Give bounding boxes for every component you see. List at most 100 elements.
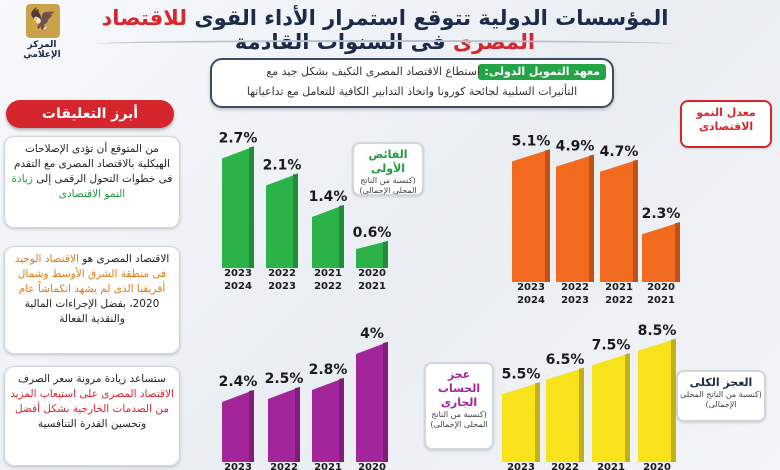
primary_surplus-category-label-1-0: 2021 bbox=[314, 268, 342, 279]
current_account-value-label-1: 2.8% bbox=[309, 362, 348, 378]
current_account-bar-shade-2 bbox=[295, 387, 300, 462]
card2-highlight: الاقتصاد الوحيد فى منطقة الشرق الأوسط وش… bbox=[14, 253, 167, 295]
primary_surplus-bar-shade-0 bbox=[383, 241, 388, 268]
current_account-bar-3 bbox=[222, 390, 254, 462]
primary_surplus-value-label-3: 2.7% bbox=[219, 131, 258, 147]
budget_deficit-category-label-3-0: 2023 bbox=[507, 462, 535, 470]
gdp_growth-bar-shade-1 bbox=[633, 159, 638, 282]
gdp_growth-category-label-0-1: 2021 bbox=[647, 295, 675, 306]
comment-card-3: ستساعد زيادة مرونة سعر الصرف الاقتصاد ال… bbox=[4, 366, 180, 466]
current_account-value-label-0: 4% bbox=[360, 326, 384, 342]
comment-card-2: الاقتصاد المصرى هو الاقتصاد الوحيد فى من… bbox=[4, 246, 180, 354]
gdp_growth-category-label-1-0: 2021 bbox=[605, 282, 633, 293]
primary_surplus-category-label-1-1: 2022 bbox=[314, 281, 342, 292]
card2-text2: 2020، بفضل الإجراءات المالية والنقدية ال… bbox=[24, 298, 160, 325]
gdp-growth-title: معدل النمو الاقتصادى bbox=[680, 100, 772, 148]
current_account-bar-0 bbox=[356, 342, 388, 462]
budget_deficit-value-label-2: 6.5% bbox=[546, 352, 585, 368]
primary_surplus-category-label-2-0: 2022 bbox=[268, 268, 296, 279]
primary_surplus-bar-3 bbox=[222, 146, 254, 268]
card1-text: من المتوقع أن تؤدى الإصلاحات الهيكلية با… bbox=[14, 143, 173, 185]
primary_surplus-category-label-0-0: 2020 bbox=[358, 268, 386, 279]
budget_deficit-category-label-2-0: 2022 bbox=[551, 462, 579, 470]
budget_deficit-category-label-1-0: 2021 bbox=[597, 462, 625, 470]
primary_surplus-category-label-3-0: 2023 bbox=[224, 268, 252, 279]
primary-surplus-title-text: الفائض الأولى bbox=[368, 148, 408, 175]
current_account-category-label-1-0: 2021 bbox=[314, 462, 342, 470]
current_account-category-label-3-0: 2023 bbox=[224, 462, 252, 470]
card3-text1: ستساعد زيادة مرونة سعر الصرف bbox=[18, 373, 166, 385]
gdp_growth-value-label-1: 4.7% bbox=[600, 144, 639, 160]
current_account-bar-1 bbox=[312, 378, 344, 462]
budget_deficit-bar-shade-2 bbox=[579, 367, 584, 462]
primary_surplus-bar-2 bbox=[266, 173, 298, 268]
budget_deficit-category-label-0-0: 2020 bbox=[643, 462, 671, 470]
eagle-icon: 🦅 bbox=[26, 4, 60, 38]
current_account-value-label-3: 2.4% bbox=[219, 374, 258, 390]
current_account-category-label-2-0: 2022 bbox=[270, 462, 298, 470]
gdp_growth-bar-1 bbox=[600, 159, 638, 282]
budget_deficit-bar-shade-1 bbox=[625, 353, 630, 462]
primary_surplus-bar-shade-1 bbox=[339, 205, 344, 268]
budget_deficit-bar-2 bbox=[546, 367, 584, 462]
current-account-title: عجز الحساب الجارى (كنسبة من الناتج المحل… bbox=[424, 362, 494, 450]
budget_deficit-bar-0 bbox=[638, 338, 676, 462]
gdp_growth-bar-shade-0 bbox=[675, 222, 680, 282]
current_account-bar-shade-1 bbox=[339, 378, 344, 462]
primary_surplus-bar-0 bbox=[356, 241, 388, 268]
budget_deficit-bar-shade-3 bbox=[535, 382, 540, 462]
budget_deficit-value-label-3: 5.5% bbox=[502, 366, 541, 382]
primary_surplus-bar-shade-2 bbox=[293, 173, 298, 268]
primary_surplus-value-label-2: 2.1% bbox=[263, 158, 302, 174]
card3-text2: وتحسين القدرة التنافسية bbox=[37, 418, 147, 430]
primary_surplus-category-label-0-1: 2021 bbox=[358, 281, 386, 292]
current_account-bar-shade-3 bbox=[249, 390, 254, 462]
primary_surplus-category-label-2-1: 2023 bbox=[268, 281, 296, 292]
quote-box: معهد التمويل الدولى: استطاع الاقتصاد الم… bbox=[210, 58, 614, 108]
gdp_growth-bar-2 bbox=[556, 154, 594, 282]
gdp_growth-value-label-3: 5.1% bbox=[512, 133, 551, 149]
primary-surplus-note: (كنسبة من الناتج المحلى الإجمالى) bbox=[359, 176, 417, 195]
quote-line2: التأثيرات السلبية لجائحة كورونا واتخاذ ا… bbox=[246, 85, 578, 98]
cabinet-logo: 🦅 المركز الإعلامي bbox=[6, 2, 76, 60]
gdp_growth-category-label-3-1: 2024 bbox=[517, 295, 545, 306]
gdp_growth-category-label-0-0: 2020 bbox=[647, 282, 675, 293]
primary_surplus-value-label-0: 0.6% bbox=[353, 225, 392, 241]
gdp_growth-value-label-2: 4.9% bbox=[556, 139, 595, 155]
card1-highlight: زيادة النمو الاقتصادى bbox=[11, 173, 126, 200]
logo-text: المركز الإعلامي bbox=[23, 40, 61, 60]
primary_surplus-value-label-1: 1.4% bbox=[309, 189, 348, 205]
budget-deficit-note: (كنسبة من الناتج المحلى الإجمالى) bbox=[680, 390, 762, 409]
budget-deficit-title: العجز الكلى (كنسبة من الناتج المحلى الإج… bbox=[676, 370, 766, 422]
quote-source: معهد التمويل الدولى: bbox=[478, 64, 606, 80]
primary_surplus-bar-1 bbox=[312, 205, 344, 268]
card2-text1: الاقتصاد المصرى هو bbox=[82, 253, 170, 265]
card3-highlight: الاقتصاد المصرى على استيعاب المزيد من ال… bbox=[10, 388, 174, 415]
gdp_growth-bar-3 bbox=[512, 149, 550, 282]
budget_deficit-bar-3 bbox=[502, 382, 540, 462]
current-account-note: (كنسبة من الناتج المحلى الإجمالى) bbox=[430, 410, 488, 429]
budget_deficit-value-label-1: 7.5% bbox=[592, 337, 631, 353]
gdp_growth-category-label-3-0: 2023 bbox=[517, 282, 545, 293]
primary_surplus-bar-shade-3 bbox=[249, 146, 254, 268]
gdp-growth-title-text: معدل النمو الاقتصادى bbox=[696, 106, 756, 133]
primary-surplus-title: الفائض الأولى (كنسبة من الناتج المحلى ال… bbox=[352, 142, 424, 196]
gdp_growth-bar-shade-3 bbox=[545, 149, 550, 282]
quote-line1: استطاع الاقتصاد المصرى التكيف بشكل جيد م… bbox=[266, 65, 480, 78]
comment-card-1: من المتوقع أن تؤدى الإصلاحات الهيكلية با… bbox=[4, 136, 180, 228]
gdp_growth-bar-0 bbox=[642, 222, 680, 282]
gdp_growth-value-label-0: 2.3% bbox=[642, 206, 681, 222]
current_account-value-label-2: 2.5% bbox=[265, 371, 304, 387]
current_account-category-label-0-0: 2020 bbox=[358, 462, 386, 470]
gdp_growth-category-label-2-1: 2023 bbox=[561, 295, 589, 306]
current_account-bar-2 bbox=[268, 387, 300, 462]
current-account-title-text: عجز الحساب الجارى bbox=[437, 368, 481, 409]
gdp_growth-category-label-1-1: 2022 bbox=[605, 295, 633, 306]
budget-deficit-title-text: العجز الكلى bbox=[689, 376, 753, 389]
primary_surplus-category-label-3-1: 2024 bbox=[224, 281, 252, 292]
title-part1: المؤسسات الدولية تتوقع استمرار الأداء ال… bbox=[194, 6, 669, 30]
gdp_growth-bar-shade-2 bbox=[589, 154, 594, 282]
budget_deficit-bar-1 bbox=[592, 353, 630, 462]
title-underline bbox=[95, 40, 675, 48]
